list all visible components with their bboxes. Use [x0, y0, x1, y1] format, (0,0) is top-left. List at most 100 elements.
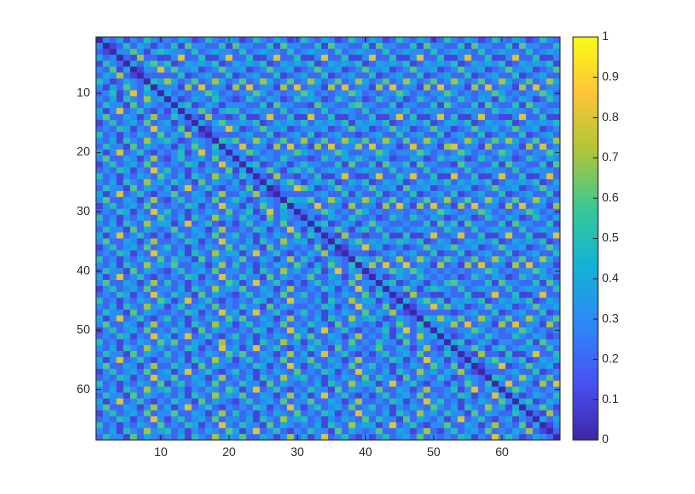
- heatmap-cell: [102, 422, 110, 429]
- heatmap-cell: [130, 268, 138, 275]
- heatmap-cell: [519, 161, 527, 168]
- heatmap-cell: [150, 131, 158, 139]
- heatmap-cell: [136, 422, 145, 429]
- heatmap-cell: [300, 125, 308, 133]
- heatmap-cell: [157, 374, 165, 382]
- heatmap-cell: [519, 256, 527, 263]
- heatmap-cell: [396, 155, 404, 162]
- heatmap-cell: [539, 232, 547, 239]
- heatmap-cell: [334, 244, 342, 251]
- heatmap-cell: [225, 303, 233, 310]
- heatmap-cell: [102, 256, 110, 263]
- heatmap-cell: [252, 374, 261, 382]
- heatmap-cell: [96, 244, 104, 251]
- heatmap-cell: [239, 161, 247, 168]
- heatmap-cell: [123, 179, 131, 186]
- heatmap-cell: [157, 392, 165, 399]
- heatmap-cell: [177, 374, 186, 382]
- heatmap-cell: [457, 315, 465, 322]
- heatmap-cell: [478, 262, 486, 269]
- heatmap-cell: [478, 351, 486, 358]
- heatmap-cell: [478, 60, 486, 67]
- heatmap-cell: [382, 262, 390, 269]
- heatmap-cell: [498, 90, 506, 97]
- heatmap-cell: [212, 149, 220, 156]
- heatmap-cell: [539, 333, 547, 340]
- heatmap-cell: [287, 386, 295, 393]
- heatmap-cell: [464, 161, 472, 168]
- heatmap-cell: [157, 428, 165, 435]
- heatmap-cell: [355, 185, 363, 192]
- heatmap-cell: [198, 125, 206, 133]
- heatmap-cell: [287, 238, 295, 245]
- heatmap-cell: [525, 285, 534, 293]
- heatmap-cell: [403, 398, 411, 405]
- heatmap-cell: [287, 392, 295, 399]
- heatmap-cell: [484, 428, 493, 435]
- heatmap-cell: [109, 380, 117, 387]
- heatmap-cell: [478, 226, 486, 233]
- heatmap-cell: [348, 167, 356, 174]
- heatmap-cell: [109, 108, 117, 115]
- heatmap-cell: [403, 303, 411, 310]
- heatmap-cell: [266, 119, 274, 127]
- heatmap-cell: [505, 131, 513, 139]
- heatmap-cell: [177, 119, 186, 127]
- heatmap-cell: [143, 357, 151, 364]
- heatmap-cell: [409, 250, 418, 257]
- heatmap-cell: [437, 226, 445, 233]
- heatmap-cell: [512, 149, 520, 156]
- heatmap-cell: [212, 54, 220, 62]
- heatmap-cell: [491, 380, 499, 387]
- y-tick-label: 40: [77, 263, 91, 277]
- heatmap-cell: [218, 72, 226, 79]
- heatmap-cell: [198, 173, 206, 180]
- heatmap-cell: [198, 37, 206, 44]
- heatmap-cell: [321, 238, 329, 245]
- heatmap-cell: [239, 125, 247, 133]
- heatmap-cell: [389, 327, 397, 334]
- heatmap-cell: [300, 386, 308, 393]
- heatmap-cell: [341, 119, 349, 127]
- heatmap-cell: [164, 422, 172, 429]
- heatmap-cell: [457, 114, 465, 121]
- heatmap-cell: [191, 321, 199, 328]
- heatmap-cell: [505, 108, 513, 115]
- heatmap-cell: [273, 161, 281, 168]
- heatmap-cell: [519, 125, 527, 133]
- heatmap-cell: [321, 66, 329, 73]
- heatmap-cell: [177, 291, 186, 299]
- heatmap-cell: [512, 48, 520, 56]
- heatmap-cell: [109, 333, 117, 340]
- heatmap-cell: [198, 214, 206, 222]
- heatmap-cell: [212, 72, 220, 79]
- heatmap-cell: [539, 54, 547, 62]
- heatmap-cell: [430, 42, 438, 50]
- heatmap-cell: [280, 232, 288, 239]
- heatmap-cell: [328, 78, 336, 85]
- heatmap-cell: [212, 297, 220, 304]
- heatmap-cell: [437, 416, 445, 423]
- heatmap-cell: [96, 351, 104, 358]
- heatmap-cell: [471, 54, 479, 62]
- heatmap-cell: [273, 179, 281, 186]
- heatmap-cell: [205, 309, 213, 316]
- heatmap-cell: [348, 143, 356, 150]
- heatmap-cell: [143, 137, 151, 144]
- heatmap-cell: [532, 84, 540, 91]
- heatmap-cell: [259, 309, 267, 316]
- heatmap-cell: [273, 244, 281, 251]
- heatmap-cell: [259, 357, 267, 364]
- heatmap-cell: [212, 202, 220, 210]
- heatmap-cell: [375, 66, 383, 73]
- heatmap-cell: [403, 392, 411, 399]
- heatmap-cell: [171, 108, 179, 115]
- heatmap-cell: [362, 66, 370, 73]
- heatmap-cell: [396, 54, 404, 62]
- heatmap-cell: [444, 244, 452, 251]
- heatmap-cell: [334, 315, 342, 322]
- heatmap-cell: [218, 78, 226, 85]
- heatmap-cell: [184, 291, 192, 299]
- heatmap-cell: [396, 274, 404, 281]
- heatmap-cell: [96, 398, 104, 405]
